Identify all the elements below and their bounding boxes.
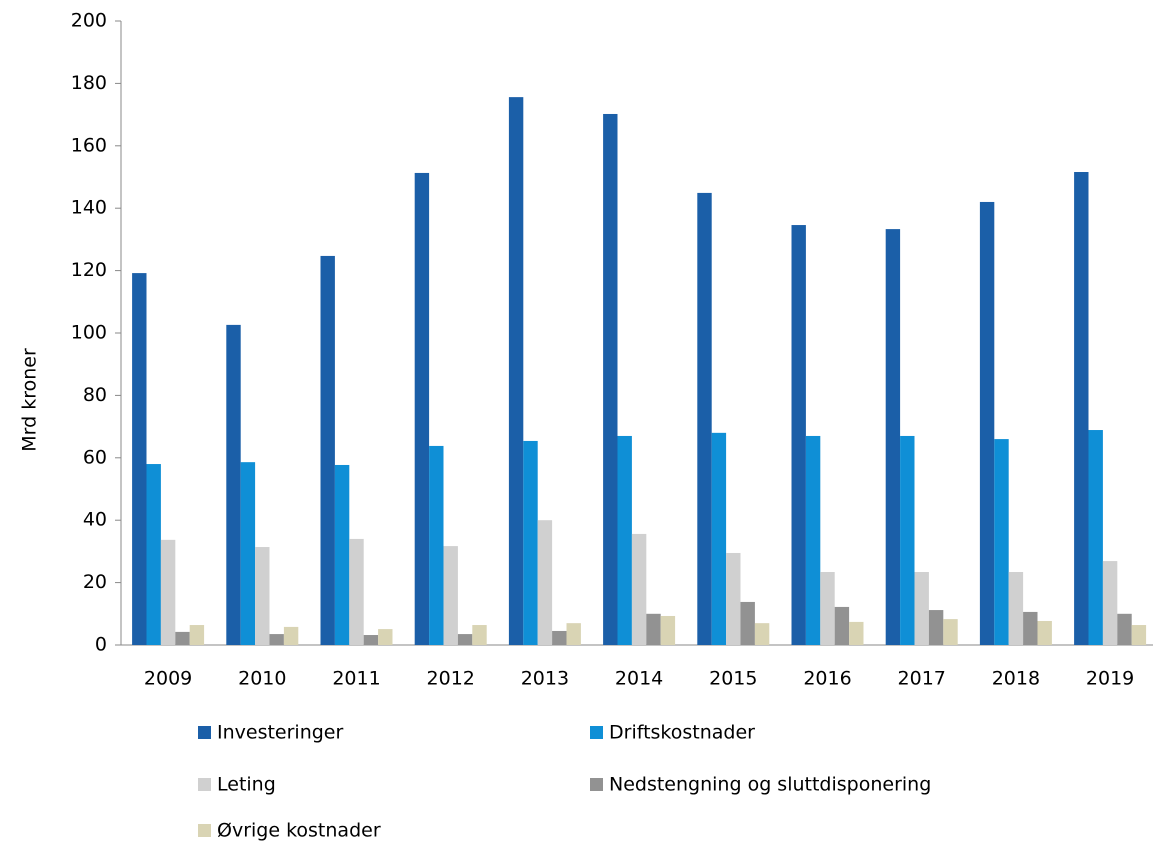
x-tick-label: 2015 [709, 668, 757, 690]
x-tick-label: 2010 [238, 668, 286, 690]
bar [603, 113, 618, 645]
y-tick-label: 60 [83, 446, 107, 468]
bar [283, 626, 299, 645]
y-tick-label: 100 [71, 322, 107, 344]
bar [697, 192, 712, 646]
bar [979, 201, 995, 645]
x-tick-label: 2014 [615, 668, 663, 690]
x-tick-label: 2017 [898, 668, 946, 690]
bar [914, 571, 929, 645]
bar [160, 539, 176, 645]
bar [508, 97, 524, 646]
y-tick-label: 140 [71, 197, 107, 219]
bar [472, 625, 487, 645]
bar [1102, 561, 1118, 645]
x-tick-label: 2019 [1086, 668, 1134, 690]
y-tick-label: 180 [71, 72, 107, 94]
x-tick-label: 2016 [803, 668, 851, 690]
bar [726, 552, 741, 645]
bar [1037, 620, 1052, 645]
bar [631, 533, 647, 645]
bar [900, 435, 915, 645]
bar [1008, 571, 1024, 645]
legend-swatch [198, 824, 211, 837]
bar [1088, 430, 1103, 645]
bar [443, 546, 458, 645]
y-tick-label: 20 [83, 571, 107, 593]
bar [226, 324, 241, 645]
x-tick-label: 2011 [332, 668, 380, 690]
bar [189, 625, 205, 645]
bar [1023, 611, 1038, 645]
x-tick-label: 2009 [144, 668, 192, 690]
y-tick-label: 200 [71, 10, 107, 32]
bar [1117, 613, 1132, 645]
y-tick-label: 80 [83, 384, 107, 406]
bar [617, 435, 632, 645]
bar [834, 606, 850, 645]
y-tick-label: 160 [71, 134, 107, 156]
bar [805, 435, 821, 645]
bar [566, 623, 581, 645]
legend-label: Øvrige kostnader [217, 820, 381, 842]
bar [320, 255, 335, 645]
legend-swatch [198, 726, 211, 739]
bar [523, 440, 538, 645]
bar [429, 445, 444, 645]
bar [132, 273, 147, 645]
bar [457, 634, 473, 645]
legend-swatch [198, 778, 211, 791]
bar [754, 623, 770, 645]
bar [943, 619, 958, 645]
bar [994, 439, 1009, 645]
bar [363, 635, 379, 645]
bar [711, 432, 727, 645]
y-tick-label: 40 [83, 509, 107, 531]
bar [791, 225, 806, 645]
bar [1074, 172, 1089, 645]
bar [537, 520, 553, 645]
bar [255, 547, 270, 645]
bar [885, 229, 901, 645]
bar [660, 615, 676, 645]
y-axis-title: Mrd kroner [19, 348, 41, 452]
legend-label: Leting [217, 774, 276, 796]
bar [378, 629, 393, 645]
x-tick-label: 2018 [992, 668, 1040, 690]
y-tick-label: 120 [71, 259, 107, 281]
bar [414, 172, 430, 645]
legend-label: Investeringer [217, 722, 343, 744]
bar [240, 462, 256, 645]
legend-label: Driftskostnader [609, 722, 755, 744]
bar [552, 630, 567, 645]
bar [740, 601, 755, 645]
bar [928, 610, 944, 645]
bar [1131, 625, 1147, 645]
x-tick-label: 2012 [427, 668, 475, 690]
bar [269, 634, 284, 645]
bar [334, 464, 350, 645]
legend-swatch [590, 726, 603, 739]
legend-swatch [590, 778, 603, 791]
bar [349, 538, 364, 645]
x-tick-label: 2013 [521, 668, 569, 690]
bar [646, 613, 661, 645]
bar [146, 464, 161, 645]
bar [175, 631, 190, 645]
y-tick-label: 0 [95, 634, 107, 656]
legend-label: Nedstengning og sluttdisponering [609, 774, 931, 796]
bar [849, 621, 864, 645]
bar [820, 571, 835, 645]
